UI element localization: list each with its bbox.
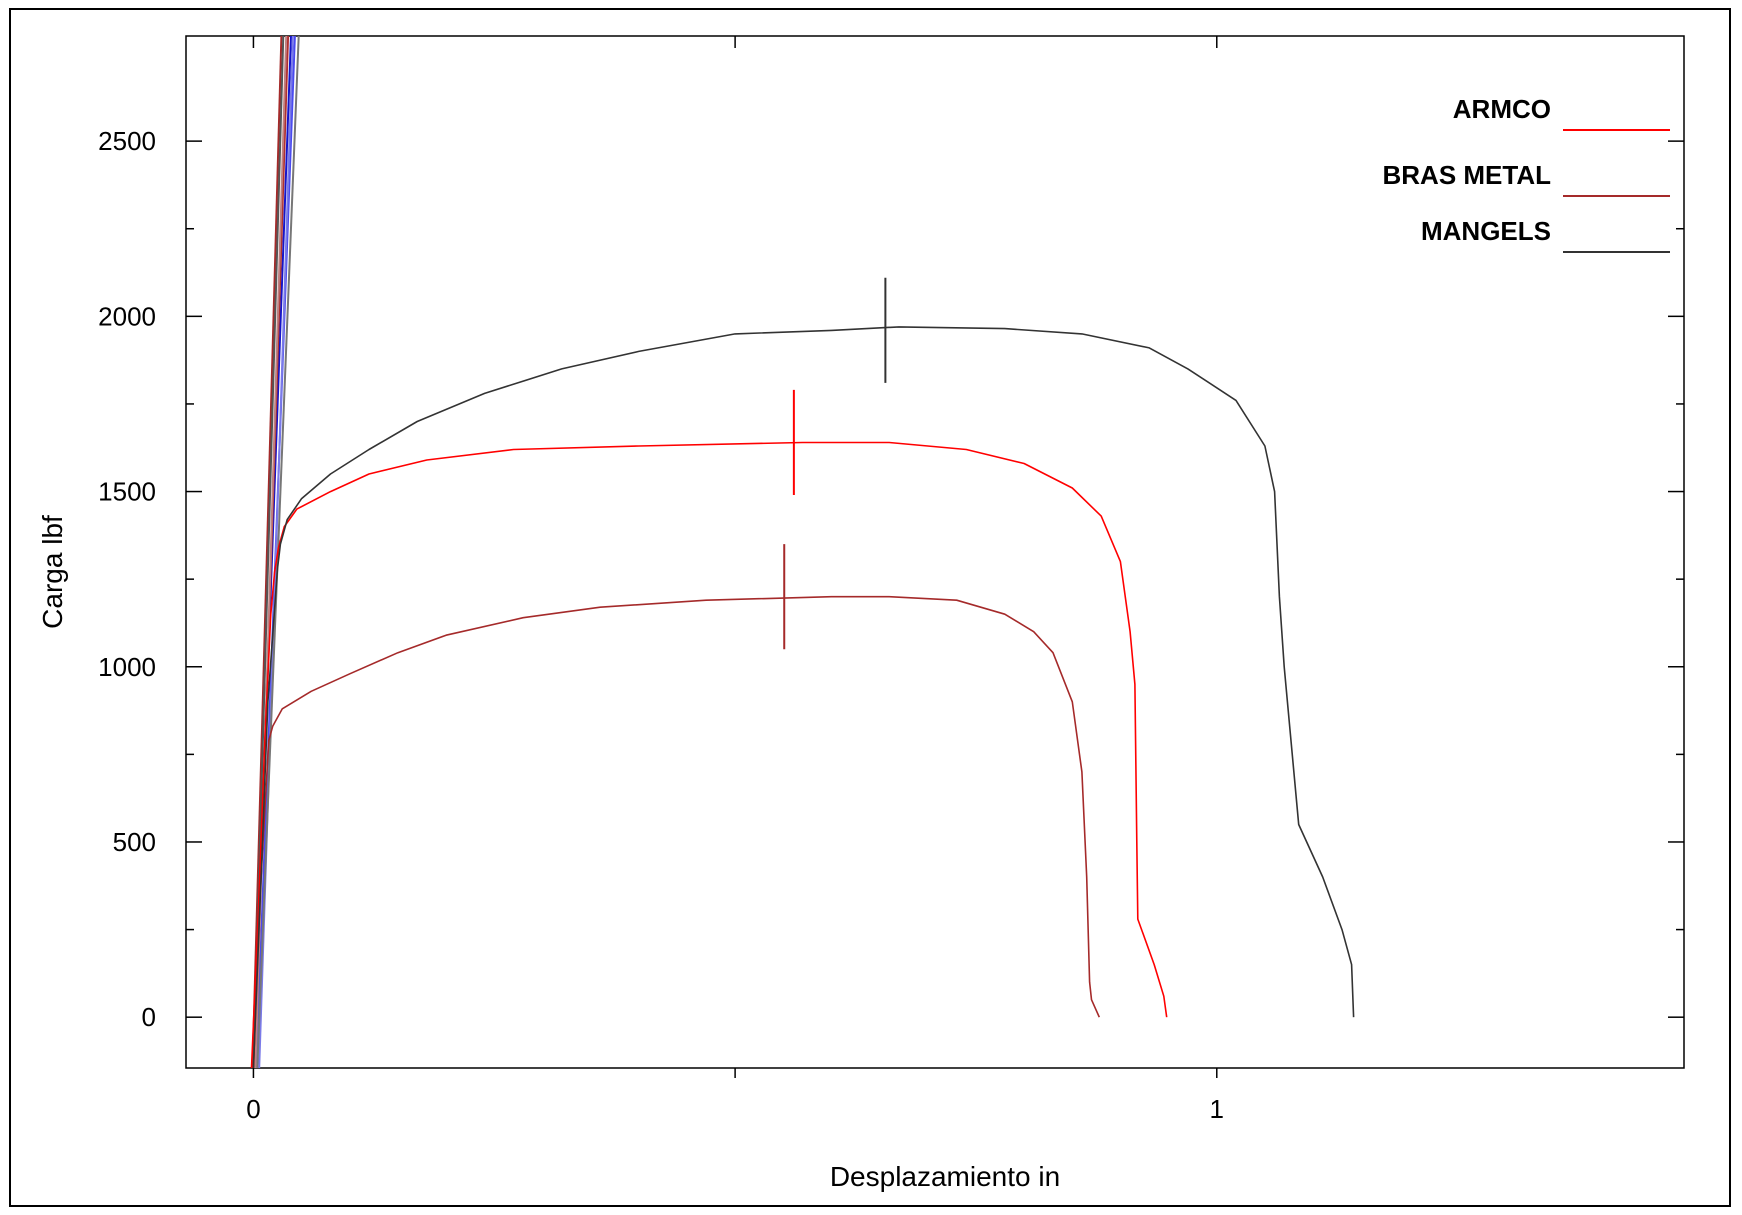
series-line-mangels — [252, 326, 1355, 1068]
plot-area — [185, 35, 1685, 1069]
x-axis-title: Desplazamiento in — [830, 1161, 1060, 1192]
max-load-markers — [783, 277, 887, 650]
y-tick-label: 0 — [142, 1002, 156, 1032]
chart-frame — [9, 8, 1731, 1207]
legend: ARMCO BRAS METAL MANGELS — [1382, 94, 1670, 253]
elastic-line — [251, 36, 283, 1068]
x-tick-label: 0 — [246, 1094, 260, 1124]
y-tick-label: 1500 — [98, 477, 156, 507]
y-axis: 0 500 1000 1500 2000 2500 — [98, 126, 1684, 1032]
y-tick-label: 2500 — [98, 126, 156, 156]
y-axis-title: Carga lbf — [37, 515, 68, 629]
x-tick-label: 1 — [1210, 1094, 1224, 1124]
series-layer — [250, 326, 1355, 1068]
series-line-armco — [250, 441, 1168, 1068]
plot-border — [185, 35, 1685, 1069]
legend-label-bras-metal: BRAS METAL — [1382, 160, 1551, 190]
y-tick-label: 2000 — [98, 301, 156, 331]
y-tick-label: 1000 — [98, 652, 156, 682]
y-tick-label: 500 — [113, 827, 156, 857]
legend-label-mangels: MANGELS — [1421, 216, 1551, 246]
series-line-bras-metal — [252, 595, 1101, 1068]
legend-label-armco: ARMCO — [1453, 94, 1551, 124]
